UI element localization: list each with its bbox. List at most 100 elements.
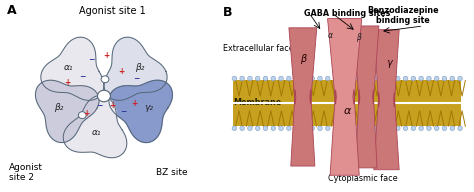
Ellipse shape bbox=[302, 76, 307, 81]
Ellipse shape bbox=[310, 126, 314, 131]
Ellipse shape bbox=[427, 76, 431, 81]
Bar bbox=[233, 80, 461, 126]
Text: β₂: β₂ bbox=[55, 103, 64, 112]
Ellipse shape bbox=[403, 126, 408, 131]
Ellipse shape bbox=[294, 76, 299, 81]
Text: γ₂: γ₂ bbox=[145, 103, 154, 112]
Ellipse shape bbox=[255, 126, 260, 131]
Ellipse shape bbox=[326, 126, 330, 131]
Polygon shape bbox=[354, 26, 379, 168]
Text: α₁: α₁ bbox=[92, 127, 101, 137]
Text: Agonist
site 2: Agonist site 2 bbox=[9, 163, 43, 183]
Ellipse shape bbox=[356, 126, 361, 131]
Polygon shape bbox=[36, 80, 99, 143]
Ellipse shape bbox=[442, 126, 447, 131]
Ellipse shape bbox=[271, 126, 275, 131]
Ellipse shape bbox=[349, 76, 354, 81]
Ellipse shape bbox=[411, 76, 416, 81]
Text: β: β bbox=[356, 32, 361, 41]
Polygon shape bbox=[104, 37, 167, 100]
Text: Extracellular face: Extracellular face bbox=[223, 44, 294, 53]
Ellipse shape bbox=[388, 76, 392, 81]
Ellipse shape bbox=[232, 76, 237, 81]
Ellipse shape bbox=[388, 126, 392, 131]
Ellipse shape bbox=[450, 76, 455, 81]
Text: +: + bbox=[103, 51, 109, 60]
Ellipse shape bbox=[458, 126, 462, 131]
Text: −: − bbox=[133, 74, 139, 83]
Text: +: + bbox=[109, 101, 116, 110]
Text: B: B bbox=[223, 6, 232, 19]
Ellipse shape bbox=[372, 76, 377, 81]
Ellipse shape bbox=[263, 76, 268, 81]
Ellipse shape bbox=[450, 126, 455, 131]
Text: +: + bbox=[83, 109, 90, 118]
Ellipse shape bbox=[287, 76, 291, 81]
Ellipse shape bbox=[380, 126, 384, 131]
Ellipse shape bbox=[279, 126, 283, 131]
Ellipse shape bbox=[302, 126, 307, 131]
Ellipse shape bbox=[411, 126, 416, 131]
Ellipse shape bbox=[341, 76, 346, 81]
Ellipse shape bbox=[419, 126, 423, 131]
Text: γ: γ bbox=[386, 58, 392, 68]
Ellipse shape bbox=[419, 76, 423, 81]
Ellipse shape bbox=[356, 76, 361, 81]
Text: α: α bbox=[344, 106, 351, 116]
Ellipse shape bbox=[279, 76, 283, 81]
Text: +: + bbox=[131, 99, 137, 108]
Text: +: + bbox=[64, 78, 71, 87]
Ellipse shape bbox=[247, 126, 252, 131]
Circle shape bbox=[101, 76, 109, 83]
Ellipse shape bbox=[326, 76, 330, 81]
Polygon shape bbox=[109, 80, 173, 143]
Text: −: − bbox=[96, 101, 103, 110]
Text: GABA binding sites: GABA binding sites bbox=[304, 9, 391, 18]
Polygon shape bbox=[63, 95, 127, 158]
Circle shape bbox=[98, 90, 110, 102]
Text: A: A bbox=[7, 4, 17, 17]
Ellipse shape bbox=[341, 126, 346, 131]
Ellipse shape bbox=[287, 126, 291, 131]
Ellipse shape bbox=[333, 76, 338, 81]
Polygon shape bbox=[374, 30, 399, 170]
Polygon shape bbox=[328, 19, 362, 175]
Text: +: + bbox=[118, 67, 124, 75]
Text: α₁: α₁ bbox=[64, 63, 73, 72]
Ellipse shape bbox=[232, 126, 237, 131]
Ellipse shape bbox=[403, 76, 408, 81]
Ellipse shape bbox=[458, 76, 462, 81]
Text: α: α bbox=[328, 31, 333, 40]
Ellipse shape bbox=[395, 76, 400, 81]
Ellipse shape bbox=[349, 126, 354, 131]
Ellipse shape bbox=[365, 76, 369, 81]
Polygon shape bbox=[289, 28, 317, 166]
Ellipse shape bbox=[380, 76, 384, 81]
Text: Agonist site 1: Agonist site 1 bbox=[79, 6, 146, 16]
Ellipse shape bbox=[263, 126, 268, 131]
Ellipse shape bbox=[255, 76, 260, 81]
Polygon shape bbox=[41, 37, 104, 100]
Text: −: − bbox=[88, 55, 94, 64]
Ellipse shape bbox=[271, 76, 275, 81]
Ellipse shape bbox=[442, 76, 447, 81]
Ellipse shape bbox=[310, 76, 314, 81]
Ellipse shape bbox=[435, 126, 439, 131]
Ellipse shape bbox=[318, 126, 322, 131]
Text: −: − bbox=[120, 107, 127, 116]
Text: Membrane: Membrane bbox=[233, 98, 282, 107]
Text: Benzodiazepine
binding site: Benzodiazepine binding site bbox=[367, 6, 439, 25]
Circle shape bbox=[78, 112, 86, 119]
Text: β: β bbox=[300, 54, 306, 64]
Ellipse shape bbox=[240, 126, 245, 131]
Text: Cytoplasmic face: Cytoplasmic face bbox=[328, 174, 398, 183]
Text: BZ site: BZ site bbox=[156, 168, 188, 177]
Text: −: − bbox=[79, 72, 86, 81]
Ellipse shape bbox=[318, 76, 322, 81]
Ellipse shape bbox=[395, 126, 400, 131]
Ellipse shape bbox=[294, 126, 299, 131]
Ellipse shape bbox=[333, 126, 338, 131]
Ellipse shape bbox=[247, 76, 252, 81]
Ellipse shape bbox=[435, 76, 439, 81]
Ellipse shape bbox=[372, 126, 377, 131]
